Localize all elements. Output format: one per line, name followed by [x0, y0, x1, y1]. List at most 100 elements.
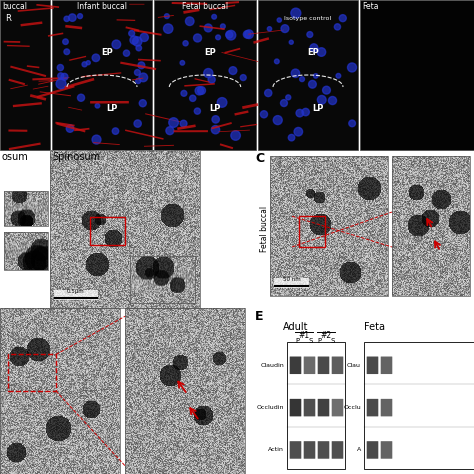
- Text: Spinosum: Spinosum: [52, 152, 100, 162]
- Bar: [125, 308, 245, 474]
- Circle shape: [310, 44, 318, 52]
- Text: 0.5μm: 0.5μm: [67, 289, 85, 294]
- Circle shape: [302, 109, 310, 116]
- Circle shape: [288, 134, 295, 141]
- Bar: [0, 0, 50, 150]
- FancyBboxPatch shape: [290, 441, 301, 459]
- Circle shape: [208, 76, 215, 83]
- Circle shape: [133, 37, 142, 46]
- Circle shape: [212, 14, 217, 19]
- Text: #1: #1: [299, 331, 310, 340]
- Circle shape: [130, 36, 138, 44]
- Circle shape: [195, 87, 203, 95]
- Text: R: R: [5, 14, 11, 23]
- Text: S: S: [331, 338, 335, 344]
- Circle shape: [169, 118, 178, 128]
- Circle shape: [181, 91, 187, 96]
- Circle shape: [336, 73, 341, 78]
- Circle shape: [307, 32, 313, 37]
- Circle shape: [264, 90, 272, 97]
- Bar: [300, 216, 326, 247]
- Circle shape: [204, 24, 212, 32]
- Circle shape: [138, 62, 145, 69]
- FancyBboxPatch shape: [290, 356, 301, 374]
- Circle shape: [294, 128, 302, 136]
- Bar: [90, 217, 125, 245]
- Circle shape: [286, 95, 291, 100]
- FancyBboxPatch shape: [381, 399, 392, 416]
- Bar: [52, 0, 152, 150]
- Circle shape: [193, 34, 201, 42]
- Text: LP: LP: [106, 103, 118, 112]
- Circle shape: [220, 24, 225, 29]
- Text: Occludin: Occludin: [256, 405, 284, 410]
- Circle shape: [139, 73, 147, 82]
- Circle shape: [277, 18, 282, 22]
- Circle shape: [140, 33, 148, 42]
- Circle shape: [92, 54, 100, 62]
- Text: EP: EP: [204, 48, 216, 57]
- Circle shape: [328, 96, 337, 105]
- Circle shape: [129, 30, 135, 36]
- Circle shape: [334, 24, 340, 30]
- Text: Isotype control: Isotype control: [284, 16, 331, 20]
- Circle shape: [86, 61, 90, 65]
- Text: Claudin: Claudin: [260, 363, 284, 368]
- Bar: [4, 191, 48, 226]
- Text: Feta: Feta: [364, 322, 385, 332]
- Text: #2: #2: [320, 331, 331, 340]
- FancyBboxPatch shape: [332, 441, 343, 459]
- FancyBboxPatch shape: [367, 441, 378, 459]
- Text: Adult: Adult: [283, 322, 309, 332]
- Bar: [360, 0, 474, 150]
- Circle shape: [134, 120, 141, 127]
- Circle shape: [291, 69, 300, 77]
- FancyBboxPatch shape: [367, 356, 378, 374]
- Text: Fetal buccal: Fetal buccal: [260, 206, 269, 252]
- Text: Infant buccal: Infant buccal: [77, 2, 127, 11]
- FancyBboxPatch shape: [381, 356, 392, 374]
- Text: EP: EP: [307, 48, 319, 57]
- Text: A: A: [357, 447, 361, 453]
- FancyBboxPatch shape: [332, 356, 343, 374]
- Circle shape: [123, 50, 129, 56]
- Circle shape: [212, 116, 219, 123]
- Circle shape: [135, 70, 140, 75]
- Circle shape: [318, 95, 326, 104]
- Circle shape: [164, 24, 173, 33]
- Circle shape: [291, 8, 301, 18]
- Circle shape: [260, 111, 267, 118]
- Bar: [0, 308, 120, 474]
- Text: 50 nm: 50 nm: [283, 277, 301, 282]
- Text: buccal: buccal: [2, 2, 27, 11]
- Text: EP: EP: [101, 48, 113, 57]
- Bar: [154, 0, 256, 150]
- Circle shape: [112, 40, 121, 49]
- Text: P: P: [317, 338, 321, 344]
- Text: LP: LP: [312, 103, 324, 112]
- Text: Actin: Actin: [268, 447, 284, 453]
- Circle shape: [243, 31, 251, 38]
- Circle shape: [63, 39, 68, 45]
- Text: Feta: Feta: [362, 2, 379, 11]
- Bar: [258, 0, 358, 150]
- Circle shape: [136, 45, 142, 51]
- Circle shape: [194, 108, 201, 114]
- Circle shape: [204, 69, 213, 78]
- Circle shape: [240, 74, 246, 81]
- Circle shape: [190, 95, 196, 101]
- Text: S: S: [309, 338, 313, 344]
- Circle shape: [66, 125, 74, 132]
- Circle shape: [229, 67, 237, 74]
- Circle shape: [296, 109, 303, 117]
- FancyBboxPatch shape: [318, 399, 329, 416]
- Circle shape: [77, 94, 84, 101]
- Circle shape: [61, 73, 68, 80]
- Bar: [130, 255, 195, 303]
- Circle shape: [309, 81, 316, 88]
- Bar: [274, 278, 309, 288]
- Text: P: P: [295, 338, 299, 344]
- Circle shape: [183, 41, 188, 46]
- FancyBboxPatch shape: [367, 399, 378, 416]
- FancyBboxPatch shape: [332, 399, 343, 416]
